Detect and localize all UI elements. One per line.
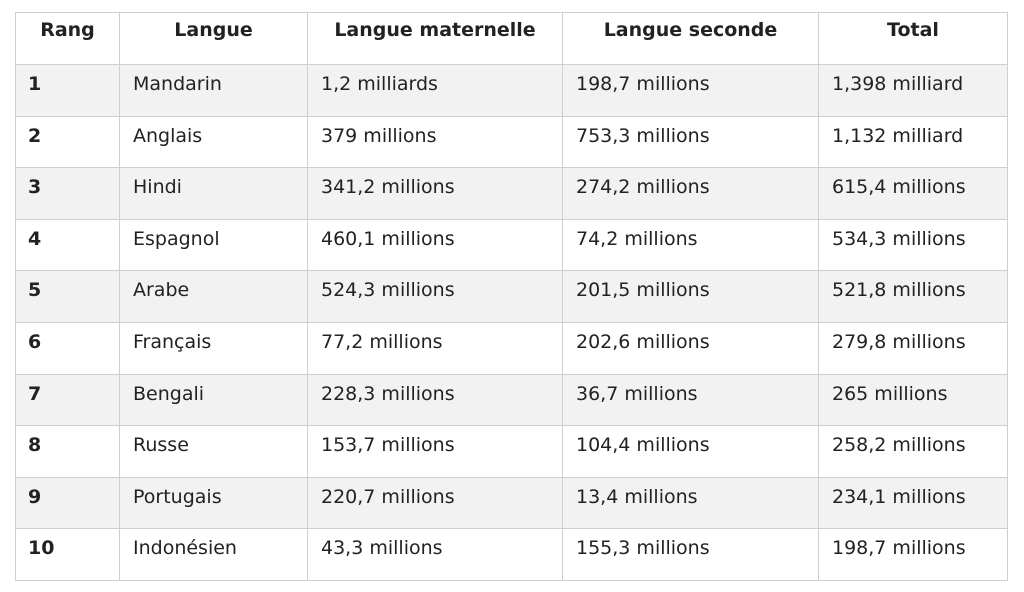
table-cell: 1,2 milliards [307, 64, 563, 117]
table-cell: 753,3 millions [562, 115, 819, 169]
table-cell: 74,2 millions [562, 218, 819, 272]
table-row: 5 Arabe 524,3 millions 201,5 millions 521,8 … [15, 270, 1008, 323]
table-cell: 202,6 millions [562, 321, 819, 375]
table-cell: 198,7 millions [818, 528, 1008, 581]
rank-cell: 8 [15, 425, 120, 478]
table-cell: 379 millions [307, 115, 563, 169]
table-cell: 201,5 millions [562, 270, 819, 323]
table-cell: 524,3 millions [307, 270, 563, 323]
rank-cell: 5 [15, 270, 120, 323]
table-cell: Mandarin [119, 64, 308, 117]
rank-cell: 2 [15, 115, 120, 169]
rank-cell: 9 [15, 476, 120, 530]
table-cell: 220,7 millions [307, 476, 563, 530]
header-cell: Langue seconde [562, 12, 819, 65]
rank-cell: 1 [15, 64, 120, 117]
header-cell: Total [818, 12, 1008, 65]
header-cell: Rang [15, 12, 120, 65]
table-cell: 279,8 millions [818, 321, 1008, 375]
table-cell: Français [119, 321, 308, 375]
table-cell: 228,3 millions [307, 373, 563, 427]
table-row: 2 Anglais 379 millions 753,3 millions 1,132 … [15, 115, 1008, 169]
table-cell: 460,1 millions [307, 218, 563, 272]
table-cell: 43,3 millions [307, 528, 563, 581]
rank-cell: 3 [15, 167, 120, 220]
table-cell: Indonésien [119, 528, 308, 581]
table-row: 6 Français 77,2 millions 202,6 millions 279,… [15, 321, 1008, 375]
table-cell: Hindi [119, 167, 308, 220]
header-row: Rang Langue Langue maternelle Langue second… [15, 12, 1008, 65]
table-row: 10 Indonésien 43,3 millions 155,3 millions 1… [15, 528, 1008, 581]
table-row: 4 Espagnol 460,1 millions 74,2 millions 534,… [15, 218, 1008, 272]
table-cell: 155,3 millions [562, 528, 819, 581]
table-cell: 104,4 millions [562, 425, 819, 478]
header-cell: Langue [119, 12, 308, 65]
table-cell: 341,2 millions [307, 167, 563, 220]
table-cell: Espagnol [119, 218, 308, 272]
table-cell: 1,132 milliard [818, 115, 1008, 169]
table-cell: 258,2 millions [818, 425, 1008, 478]
table-row: 1 Mandarin 1,2 milliards 198,7 millions 1,39… [15, 64, 1008, 117]
language-table: Rang Langue Langue maternelle Langue second… [15, 12, 1008, 581]
table-cell: 1,398 milliard [818, 64, 1008, 117]
table-cell: Russe [119, 425, 308, 478]
header-cell: Langue maternelle [307, 12, 563, 65]
table-row: 9 Portugais 220,7 millions 13,4 millions 234… [15, 476, 1008, 530]
rank-cell: 6 [15, 321, 120, 375]
rank-cell: 10 [15, 528, 120, 581]
table-cell: 615,4 millions [818, 167, 1008, 220]
rank-cell: 7 [15, 373, 120, 427]
table-cell: 265 millions [818, 373, 1008, 427]
rank-cell: 4 [15, 218, 120, 272]
table-cell: 521,8 millions [818, 270, 1008, 323]
table-cell: Portugais [119, 476, 308, 530]
table-row: 7 Bengali 228,3 millions 36,7 millions 265 m… [15, 373, 1008, 427]
table-cell: 534,3 millions [818, 218, 1008, 272]
table-row: 8 Russe 153,7 millions 104,4 millions 258,2 … [15, 425, 1008, 478]
table-cell: 198,7 millions [562, 64, 819, 117]
table-row: 3 Hindi 341,2 millions 274,2 millions 615,4 … [15, 167, 1008, 220]
table-cell: 77,2 millions [307, 321, 563, 375]
table-cell: 153,7 millions [307, 425, 563, 478]
table-cell: 36,7 millions [562, 373, 819, 427]
table-cell: 13,4 millions [562, 476, 819, 530]
table-cell: Arabe [119, 270, 308, 323]
table-cell: 274,2 millions [562, 167, 819, 220]
table-cell: 234,1 millions [818, 476, 1008, 530]
table-cell: Bengali [119, 373, 308, 427]
table-cell: Anglais [119, 115, 308, 169]
